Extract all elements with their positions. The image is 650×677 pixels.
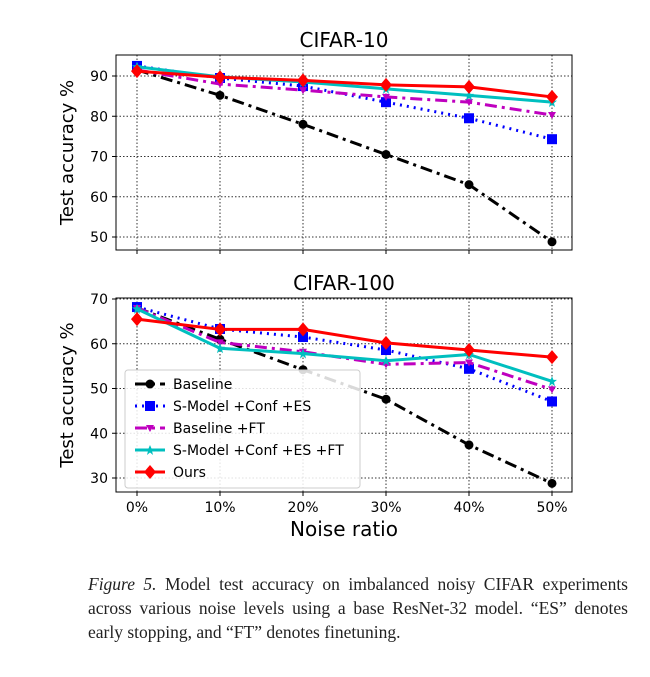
data-point	[548, 112, 556, 120]
legend-marker	[146, 425, 154, 432]
y-tick-label: 80	[90, 109, 108, 125]
legend-label: Baseline +FT	[173, 421, 265, 437]
data-point	[132, 303, 142, 314]
legend-label: S-Model +Conf +ES	[173, 399, 311, 415]
axes-frame	[115, 54, 573, 251]
series-line	[136, 64, 553, 141]
data-point	[297, 73, 309, 88]
caption-text: Model test accuracy on imbalanced noisy …	[88, 574, 628, 642]
legend-box	[124, 369, 361, 489]
series-line	[136, 69, 553, 99]
data-point	[298, 119, 308, 129]
chart-panel-1: CIFAR-100 0% 10% 20% 30% 40% 50% 30 40 50 60 70 Test…	[57, 271, 573, 541]
series-line	[136, 306, 553, 485]
data-point	[547, 134, 557, 145]
x-tick-label: 50%	[536, 500, 567, 516]
chart-panel-0: CIFAR-10 50 60 70 80 90 Test accuracy %	[57, 28, 573, 254]
legend-marker	[145, 401, 155, 411]
x-tick-label: 40%	[453, 500, 484, 516]
y-tick-label: 70	[90, 150, 108, 166]
data-point	[464, 180, 474, 190]
data-point	[464, 113, 474, 124]
data-point	[465, 99, 473, 107]
series-line	[136, 306, 553, 391]
x-axis-label: Noise ratio	[290, 517, 398, 541]
series-line	[136, 68, 553, 244]
data-point	[297, 322, 309, 337]
chart-title: CIFAR-100	[293, 271, 395, 295]
y-tick-label: 50	[90, 382, 108, 398]
data-point	[214, 322, 226, 337]
caption-label: Figure 5.	[88, 574, 157, 594]
axes-frame	[115, 297, 573, 493]
data-point	[131, 312, 143, 327]
x-tick-label: 10%	[204, 500, 235, 516]
figure-caption: Figure 5. Model test accuracy on imbalan…	[88, 572, 628, 644]
data-point	[380, 77, 392, 92]
data-point	[547, 396, 557, 407]
data-point	[547, 376, 557, 387]
data-point	[381, 355, 391, 366]
series-line	[136, 307, 553, 383]
data-point	[215, 343, 225, 354]
data-point	[547, 237, 557, 247]
data-point	[463, 343, 475, 358]
data-point	[216, 339, 224, 347]
series-line	[136, 317, 553, 359]
legend-marker	[144, 465, 156, 479]
y-axis-label: Test accuracy %	[57, 322, 78, 468]
data-point	[546, 350, 558, 365]
data-point	[131, 64, 143, 79]
data-point	[464, 90, 474, 101]
y-tick-label: 70	[90, 292, 108, 308]
y-tick-label: 60	[90, 337, 108, 353]
x-tick-label: 0%	[126, 500, 148, 516]
y-tick-label: 40	[90, 426, 108, 442]
data-point	[216, 81, 224, 89]
y-tick-label: 30	[90, 471, 108, 487]
series-line	[136, 305, 553, 403]
data-point	[381, 97, 391, 108]
y-tick-label: 60	[90, 190, 108, 206]
legend-marker	[145, 445, 155, 455]
data-point	[464, 363, 474, 374]
data-point	[381, 345, 391, 356]
series-4	[131, 312, 558, 365]
data-point	[548, 386, 556, 394]
x-tick-label: 30%	[370, 500, 401, 516]
legend: Baseline S-Model +Conf +ES Baseline +FT S-M…	[124, 369, 361, 489]
data-point	[299, 87, 307, 95]
data-point	[298, 348, 308, 359]
data-point	[214, 70, 226, 85]
data-point	[463, 79, 475, 94]
data-point	[298, 332, 308, 343]
series-line	[136, 65, 553, 104]
data-point	[546, 89, 558, 104]
y-tick-label: 50	[90, 230, 108, 246]
y-axis-label: Test accuracy %	[57, 80, 78, 226]
legend-label: Baseline	[173, 377, 232, 393]
data-point	[381, 149, 391, 159]
series-line	[136, 68, 553, 117]
x-tick-label: 20%	[287, 500, 318, 516]
y-tick-label: 90	[90, 69, 108, 85]
data-point	[465, 359, 473, 367]
data-point	[381, 394, 391, 404]
legend-marker	[145, 379, 155, 389]
data-point	[215, 90, 225, 100]
chart-title: CIFAR-10	[300, 28, 389, 52]
data-point	[464, 440, 474, 450]
data-point	[382, 93, 390, 101]
legend-label: Ours	[173, 465, 206, 481]
data-point	[380, 335, 392, 350]
series-4	[131, 64, 558, 104]
legend-label: S-Model +Conf +ES +FT	[173, 443, 344, 459]
series-3	[132, 61, 557, 108]
data-point	[547, 478, 557, 488]
